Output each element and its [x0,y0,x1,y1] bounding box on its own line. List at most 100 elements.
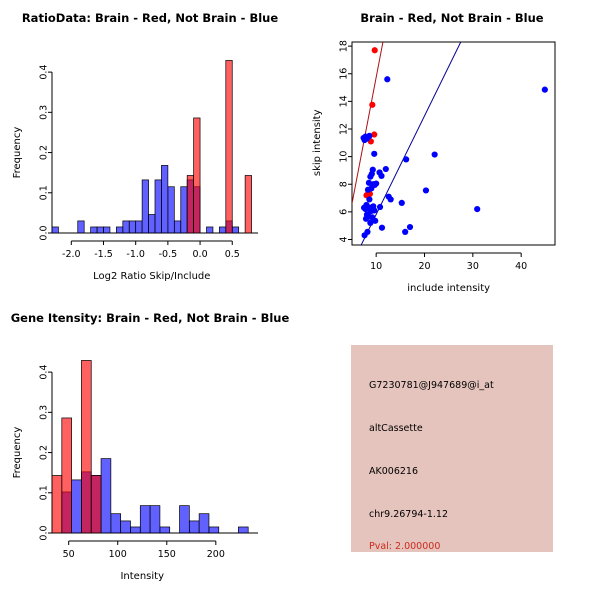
scatter-point [474,205,481,213]
y-axis-tick-label: 0.2 [39,445,50,460]
histogram-bar [186,175,194,234]
x-axis-tick-label: -2.0 [62,249,81,260]
histogram-bar [61,417,72,534]
y-axis-tick-label: 4 [339,236,350,242]
ratio-histogram-plot-area: 0.0 0.1 0.2 0.3 0.4 -2.0 -1.5 -1.0 -0.5 0.0 0.5 Log… [12,60,258,282]
histogram-bar [141,179,149,234]
histogram-bar [103,226,111,234]
histogram-bar [180,186,188,234]
y-axis-tick-label: 0.3 [39,105,50,120]
ratio-histogram-title: RatioData: Brain - Red, Not Brain - Blue [22,11,279,25]
histogram-bar [188,520,200,534]
histogram-bar [225,60,233,234]
gene-info-panel: G7230781@J947689@i_at altCassette AK006216… [300,300,600,600]
scatter-point [360,204,368,211]
y-axis-tick-label: 14 [339,95,350,107]
scatter-point [406,223,414,231]
scatter-point [367,173,374,180]
scatter-frame [351,41,556,246]
scatter-point [371,150,378,157]
histogram-bar [135,220,143,234]
histogram-bar [120,520,131,534]
info-line-event-type: altCassette [369,423,423,434]
info-line-locus: chr9.26794-1.12 [369,509,449,520]
intensity-scatter-svg: Brain - Red, Not Brain - Blue 4 6 8 10 12 14 1… [312,11,556,294]
histogram-bar [159,526,171,534]
x-axis-tick-label: -1.0 [126,249,145,260]
intensity-scatter-plot-area: 4 6 8 10 12 14 16 18 10 20 30 40 include intensity sk… [312,40,556,294]
histogram-bar [148,214,156,234]
scatter-point [367,219,374,227]
y-axis-tick-label: 0.3 [39,405,50,420]
y-axis-tick-label: 18 [339,40,350,52]
scatter-point [373,180,380,187]
info-line-probe-id: G7230781@J947689@i_at [369,380,494,391]
histogram-bar [110,513,122,534]
scatter-point [431,151,438,158]
x-axis-tick-label: 40 [515,261,527,272]
x-axis-tick-label: 30 [467,261,479,272]
y-axis-label: Frequency [12,427,23,479]
histogram-bar [208,526,220,534]
histogram-bar [193,117,201,234]
x-axis-label: Log2 Ratio Skip/Include [93,271,210,282]
gene-intensity-histogram-svg: Gene Itensity: Brain - Red, Not Brain - … [11,311,290,582]
histogram-bar [116,226,124,234]
y-axis-tick-label: 12 [339,123,350,135]
y-axis-tick-label: 0.1 [39,185,50,200]
scatter-point [422,187,430,194]
scatter-point [371,207,378,214]
scatter-point [366,196,373,203]
x-axis-label: Intensity [120,571,164,582]
scatter-point [361,232,368,239]
x-axis-tick-label: 100 [109,549,127,560]
histogram-bar [130,526,141,534]
y-axis-tick-label: 0.4 [39,65,50,80]
histogram-bar [90,475,102,534]
scatter-series-not [360,76,548,239]
histogram-series-brain [186,60,252,234]
histogram-bar [96,226,104,234]
y-axis-tick-label: 0.0 [39,225,50,240]
histogram-bar [77,220,85,234]
histogram-series-brain [51,360,102,534]
scatter-point [361,136,368,144]
x-axis-label: include intensity [407,283,490,294]
y-axis-tick-label: 6 [339,209,350,215]
histogram-bar [81,360,92,534]
histogram-bar [90,226,98,234]
x-axis-tick-label: 200 [207,549,225,560]
y-axis-tick-label: 16 [339,68,350,80]
histogram-bar [198,513,210,534]
histogram-bar [179,505,190,534]
x-axis-tick-label: 150 [158,549,176,560]
y-axis-tick-label: 10 [339,151,350,163]
scatter-points-area [352,42,548,245]
info-line-accession: AK006216 [369,466,418,477]
histogram-bar [51,226,59,234]
scatter-point [376,203,384,211]
histogram-bar [219,226,227,234]
scatter-point [402,228,409,235]
y-axis-tick-label: 8 [339,181,350,187]
scatter-point [387,196,394,203]
scatter-point [366,132,373,140]
histogram-bar [167,186,175,234]
histogram-bar [173,220,182,234]
scatter-point [384,76,391,83]
gene-intensity-histogram-title: Gene Itensity: Brain - Red, Not Brain - … [11,311,290,325]
histogram-bar [122,220,130,234]
x-axis-tick-label: -1.5 [94,249,113,260]
histogram-bar [206,226,214,234]
gene-intensity-histogram-panel: Gene Itensity: Brain - Red, Not Brain - … [0,300,300,600]
ratio-histogram-panel: RatioData: Brain - Red, Not Brain - Blue… [0,0,300,300]
x-axis-tick-label: 10 [370,261,382,272]
histogram-bar [238,526,249,534]
y-axis-tick-label: 0.1 [39,485,50,500]
scatter-point [362,215,370,222]
x-axis-tick-label: 0.0 [193,249,208,260]
scatter-point [403,156,410,163]
brain-fit-line [352,42,384,204]
scatter-point [364,186,372,193]
